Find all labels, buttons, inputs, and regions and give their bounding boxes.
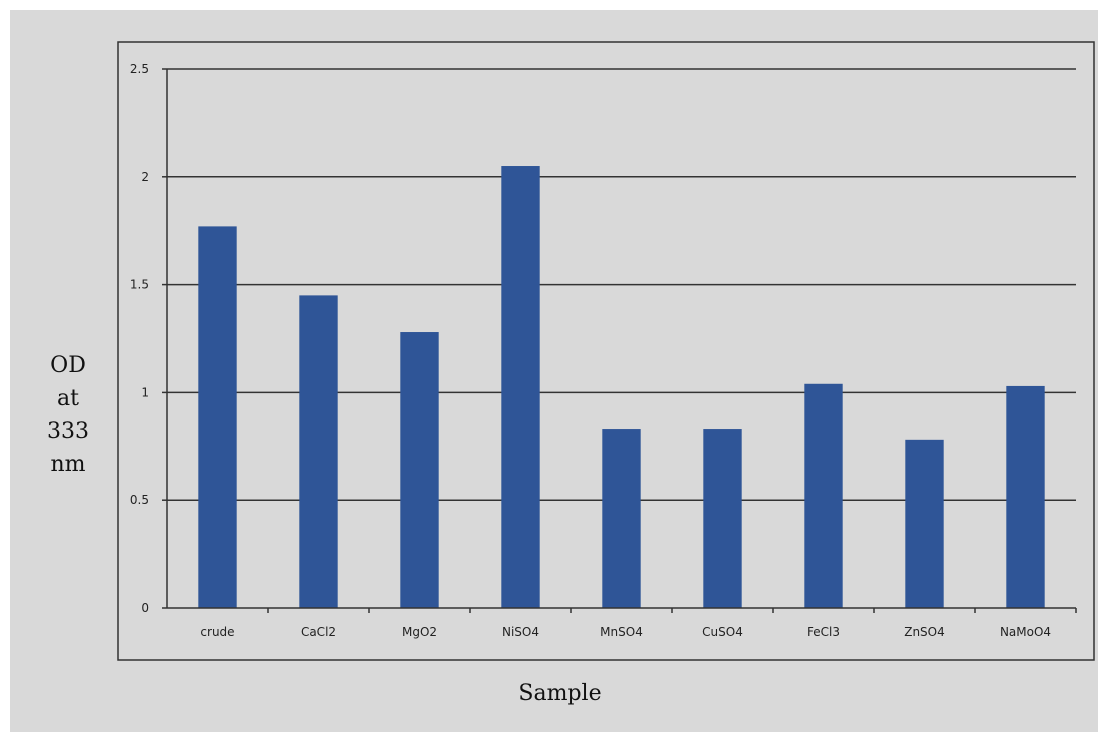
x-category-label: crude	[200, 625, 234, 639]
x-axis-title: Sample	[518, 681, 601, 706]
x-category-label: MnSO4	[600, 625, 643, 639]
y-axis-title-line: OD	[50, 353, 86, 378]
x-axis-categories: crude CaCl2 MgO2 NiSO4 MnSO4 CuSO4 FeCl3 ZnSO4 N…	[200, 608, 1077, 639]
plot-frame	[117, 41, 1095, 661]
bar-ZnSO4	[905, 439, 944, 608]
x-category-label: NiSO4	[502, 625, 539, 639]
bar-MgO2	[400, 332, 439, 608]
y-axis-title-line: nm	[50, 452, 85, 477]
bar-FeCl3	[804, 383, 843, 608]
bar-CuSO4	[703, 429, 742, 608]
bar-NiSO4	[501, 166, 540, 608]
y-tick-label: 1.5	[130, 278, 149, 292]
x-category-label: MgO2	[402, 625, 437, 639]
y-tick-label: 1	[141, 385, 149, 399]
bars	[198, 166, 1045, 608]
y-axis-title-line: at	[57, 386, 79, 411]
bar-MnSO4	[602, 429, 641, 608]
y-tick-label: 2	[141, 170, 149, 184]
y-tick-label: 0.5	[130, 493, 149, 507]
y-axis-title-line: 333	[47, 419, 89, 444]
bar-NaMoO4	[1006, 385, 1045, 608]
x-category-label: FeCl3	[807, 625, 840, 639]
x-category-label: NaMoO4	[1000, 625, 1051, 639]
y-axis-ticks: 0 0.5 1 1.5 2 2.5	[130, 62, 167, 615]
bar-crude	[198, 226, 237, 608]
x-category-label: ZnSO4	[904, 625, 945, 639]
y-axis-title: OD at 333 nm	[47, 353, 89, 477]
chart-background	[10, 10, 1098, 732]
x-category-label: CaCl2	[301, 625, 336, 639]
bar-CaCl2	[299, 295, 338, 608]
x-category-label: CuSO4	[702, 625, 743, 639]
y-tick-label: 2.5	[130, 62, 149, 76]
y-tick-label: 0	[141, 601, 149, 615]
